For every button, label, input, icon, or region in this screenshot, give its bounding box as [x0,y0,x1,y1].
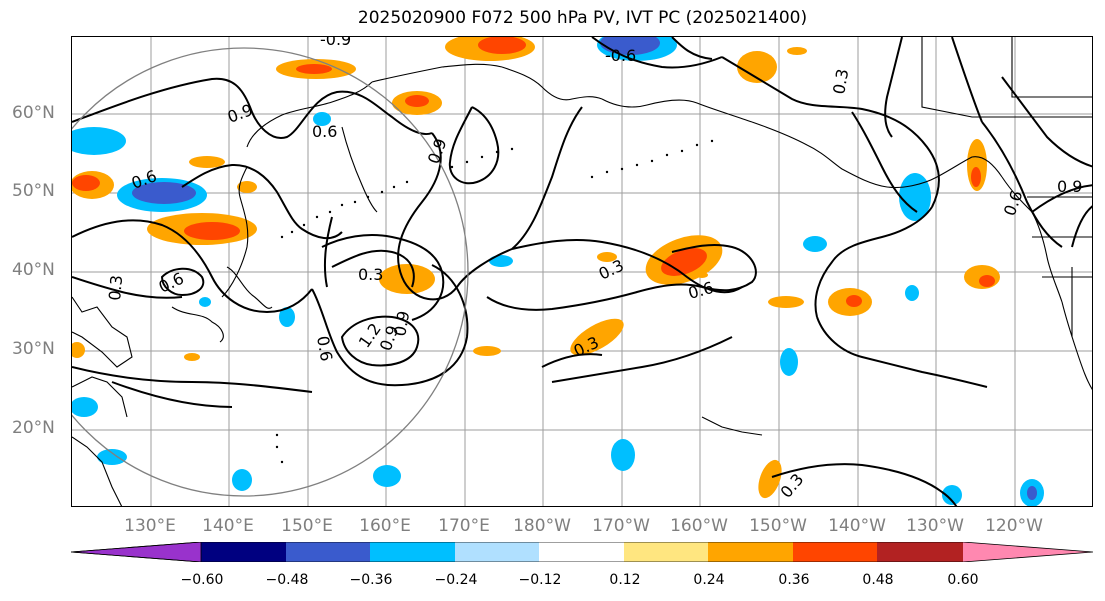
lon-label-160e: 160°E [359,516,411,536]
colorbar-tick: 0.48 [862,572,894,588]
contour-label: 0.9 [424,136,451,166]
lat-label-50n: 50°N [12,181,55,201]
colorbar-bin [708,542,793,562]
map-title: 2025020900 F072 500 hPa PV, IVT PC (2025… [357,8,808,28]
contour-lines [72,37,1092,506]
contour-label: 0.3 [358,265,383,284]
colorbar-tick: −0.24 [434,572,478,588]
colorbar [71,542,1093,562]
lon-label-170e: 170°E [438,516,490,536]
contour-label: -0.9 [320,37,351,49]
lon-label-120w: 120°W [985,516,1043,536]
map-canvas: -0.9 -0.6 0.3 0.9 0.6 0.9 0.3 0.6 0.6 0.… [72,37,1092,506]
colorbar-tick: 0.36 [778,572,810,588]
lon-label-140w: 140°W [828,516,886,536]
lon-label-150e: 150°E [281,516,333,536]
colorbar-tick: −0.36 [349,572,393,588]
coastlines [72,37,1092,506]
colorbar-bin [201,542,286,562]
colorbar-extend-high [963,542,1093,562]
colorbar-bin [286,542,370,562]
lon-label-150w: 150°W [749,516,807,536]
colorbar-tick: −0.60 [180,572,224,588]
contour-label: -0.6 [605,46,636,65]
lat-label-60n: 60°N [12,103,55,123]
colorbar-tick: 0.24 [693,572,725,588]
colorbar-bin [624,542,708,562]
contour-label: 0.9 [390,309,413,337]
contour-label: 0.3 [105,274,126,301]
lon-label-130w: 130°W [906,516,964,536]
contour-label: 0.6 [686,278,716,303]
colorbar-tick: 0.60 [947,572,979,588]
shaded-anomalies [72,37,1044,506]
colorbar-segments [71,542,1093,562]
contour-label: 0.3 [829,67,852,95]
contour-label: 0.6 [313,334,336,362]
map-panel: -0.9 -0.6 0.3 0.9 0.6 0.9 0.3 0.6 0.6 0.… [71,36,1093,507]
contour-label: 0.9 [1057,177,1082,196]
lon-label-170w: 170°W [592,516,650,536]
island-chain [275,139,714,464]
colorbar-left-arrow-outline [71,542,202,562]
lon-label-180w: 180°W [513,516,571,536]
colorbar-bin [793,542,877,562]
range-circle [72,47,469,497]
colorbar-extend-low [71,542,201,562]
lat-label-30n: 30°N [12,339,55,359]
colorbar-tick: −0.12 [518,572,562,588]
lon-label-140e: 140°E [202,516,254,536]
contour-label: 0.6 [156,269,187,297]
colorbar-bin [370,542,455,562]
lat-label-20n: 20°N [12,418,55,438]
contour-label: 0.6 [312,122,337,141]
colorbar-bin [539,542,624,562]
lon-label-130e: 130°E [124,516,176,536]
colorbar-bin [455,542,539,562]
colorbar-tick: 0.12 [609,572,641,588]
colorbar-bin [877,542,963,562]
lon-label-160w: 160°W [670,516,728,536]
lat-label-40n: 40°N [12,260,55,280]
colorbar-tick: −0.48 [265,572,309,588]
